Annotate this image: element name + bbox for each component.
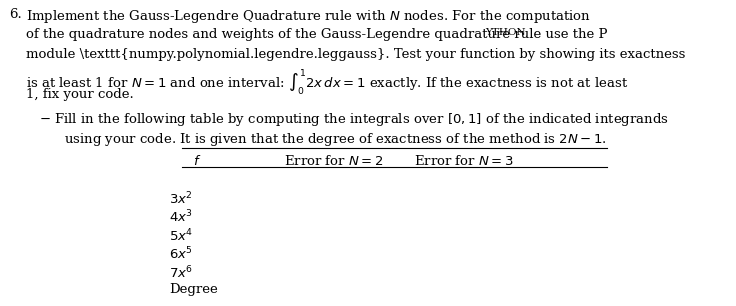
Text: Error for $N = 3$: Error for $N = 3$: [414, 154, 514, 168]
Text: 1, fix your code.: 1, fix your code.: [26, 88, 134, 101]
Text: of the quadrature nodes and weights of the Gauss-Legendre quadrature rule use th: of the quadrature nodes and weights of t…: [26, 28, 608, 41]
Text: $4x^3$: $4x^3$: [169, 209, 193, 226]
Text: Error for $N = 2$: Error for $N = 2$: [284, 154, 383, 168]
Text: Degree: Degree: [169, 283, 218, 296]
Text: 6.: 6.: [9, 8, 21, 21]
Text: $-$ Fill in the following table by computing the integrals over $[0, 1]$ of the : $-$ Fill in the following table by compu…: [39, 111, 668, 128]
Text: $6x^5$: $6x^5$: [169, 246, 193, 263]
Text: $3x^2$: $3x^2$: [169, 191, 193, 207]
Text: using your code. It is given that the degree of exactness of the method is $2N -: using your code. It is given that the de…: [63, 131, 606, 148]
Text: $7x^6$: $7x^6$: [169, 265, 194, 281]
Text: $5x^4$: $5x^4$: [169, 228, 194, 244]
Text: is at least 1 for $N = 1$ and one interval: $\int_0^1 2x\,dx = 1$ exactly. If th: is at least 1 for $N = 1$ and one interv…: [26, 68, 629, 97]
Text: module \texttt{numpy.polynomial.legendre.leggauss}. Test your function by showin: module \texttt{numpy.polynomial.legendre…: [26, 48, 686, 61]
Text: $f$: $f$: [193, 154, 202, 168]
Text: YTHON: YTHON: [486, 28, 526, 37]
Text: Implement the Gauss-Legendre Quadrature rule with $N$ nodes. For the computation: Implement the Gauss-Legendre Quadrature …: [26, 8, 591, 25]
